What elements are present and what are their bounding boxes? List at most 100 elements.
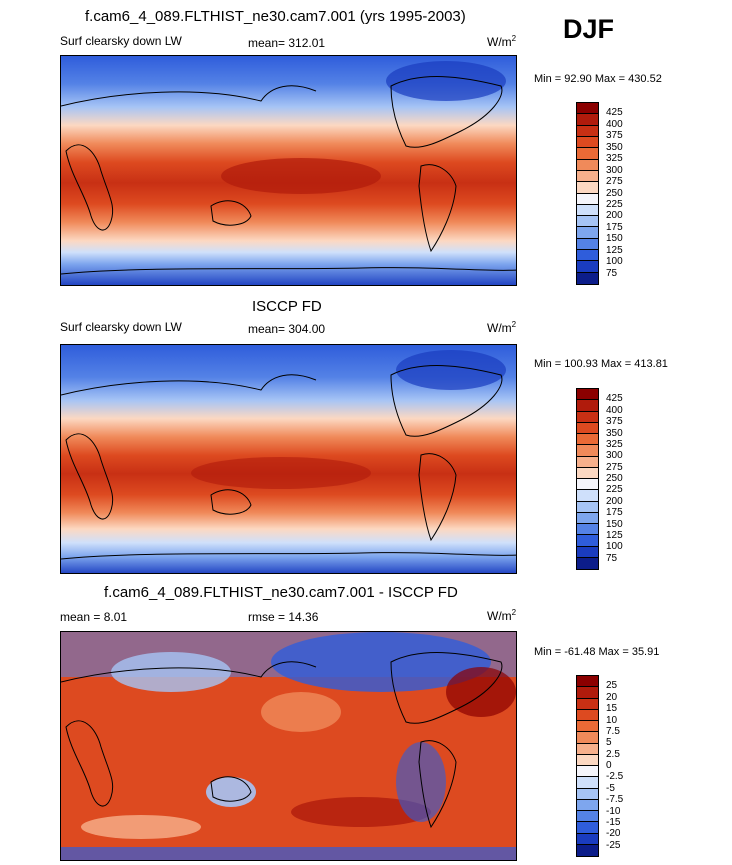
colorbar-tick-label: 300 — [606, 164, 623, 176]
colorbar-tick-label: 10 — [606, 714, 618, 726]
colorbar-swatch — [577, 159, 598, 171]
panel1-map — [60, 55, 517, 286]
colorbar-tick-label: -7.5 — [606, 794, 624, 806]
panel3-title: f.cam6_4_089.FLTHIST_ne30.cam7.001 - ISC… — [104, 584, 458, 601]
colorbar-tick-label: 375 — [606, 130, 623, 142]
colorbar-tick-label: 0 — [606, 760, 612, 771]
colorbar-swatch — [577, 216, 598, 228]
colorbar-tick-label: 225 — [606, 484, 623, 496]
colorbar-tick-label: -25 — [606, 839, 621, 851]
colorbar-tick-label: -2.5 — [606, 771, 624, 783]
colorbar-swatch — [577, 434, 598, 446]
colorbar-tick-label: 75 — [606, 552, 618, 564]
colorbar-swatch — [577, 833, 598, 845]
panel1-minmax: Min = 92.90 Max = 430.52 — [534, 73, 662, 85]
panel2-map-field — [61, 345, 516, 573]
colorbar-swatch — [577, 799, 598, 811]
colorbar-swatch — [577, 743, 598, 755]
colorbar-swatch — [577, 546, 598, 558]
colorbar-tick-label: 100 — [606, 541, 623, 553]
colorbar-tick-label: 275 — [606, 461, 623, 473]
colorbar-swatch — [577, 777, 598, 789]
panel1-mean-label: mean= 312.01 — [248, 36, 326, 50]
colorbar-swatch — [577, 204, 598, 217]
colorbar-swatch — [577, 698, 598, 710]
colorbar-tick-label: 375 — [606, 416, 623, 428]
colorbar-swatch — [577, 512, 598, 524]
colorbar-tick-label: 150 — [606, 233, 623, 245]
colorbar-tick-label: 325 — [606, 438, 623, 450]
colorbar-swatch — [577, 227, 598, 239]
colorbar-swatch — [577, 261, 598, 273]
colorbar-tick-label: 425 — [606, 393, 623, 405]
panel3-rmse-label: rmse = 14.36 — [248, 610, 319, 624]
colorbar-swatch — [577, 250, 598, 262]
colorbar-tick-label: 15 — [606, 703, 618, 715]
colorbar-tick-label: 350 — [606, 427, 623, 439]
colorbar-tick-label: 300 — [606, 450, 623, 462]
colorbar-tick-label: 275 — [606, 176, 623, 188]
colorbar-tick-label: -10 — [606, 805, 621, 817]
colorbar-swatch — [577, 479, 598, 491]
colorbar-tick-label: 175 — [606, 221, 623, 233]
colorbar-tick-label: -20 — [606, 828, 621, 840]
panel2-variable-label: Surf clearsky down LW — [60, 320, 182, 334]
colorbar-swatch — [577, 676, 598, 688]
colorbar-swatch — [577, 182, 598, 194]
colorbar-swatch — [577, 411, 598, 423]
panel3-minmax: Min = -61.48 Max = 35.91 — [534, 646, 660, 658]
panel2-mean-label: mean= 304.00 — [248, 322, 326, 336]
colorbar-swatch — [577, 721, 598, 733]
colorbar-tick-label: 5 — [606, 737, 612, 749]
colorbar-swatch — [577, 103, 598, 115]
panel2-map — [60, 344, 517, 574]
colorbar-tick-label: 100 — [606, 256, 623, 268]
colorbar-swatch — [577, 148, 598, 160]
colorbar-swatch — [577, 732, 598, 744]
panel2-title: ISCCP FD — [252, 298, 322, 315]
colorbar-swatch — [577, 687, 598, 699]
colorbar-swatch — [577, 400, 598, 412]
colorbar-swatch — [577, 501, 598, 513]
colorbar-tick-label: 25 — [606, 680, 618, 692]
colorbar-tick-label: 20 — [606, 691, 618, 703]
panel1-variable-label: Surf clearsky down LW — [60, 34, 182, 48]
panel1-colorbar — [576, 102, 599, 285]
colorbar-swatch — [577, 422, 598, 434]
colorbar-swatch — [577, 125, 598, 137]
colorbar-tick-label: 150 — [606, 518, 623, 530]
colorbar-tick-label: 250 — [606, 187, 623, 199]
colorbar-swatch — [577, 490, 598, 502]
colorbar-swatch — [577, 788, 598, 800]
colorbar-tick-label: 125 — [606, 244, 623, 256]
colorbar-swatch — [577, 272, 598, 284]
colorbar-tick-label: 400 — [606, 404, 623, 416]
colorbar-swatch — [577, 524, 598, 536]
panel2-units: W/m2 — [487, 320, 517, 335]
colorbar-swatch — [577, 766, 598, 778]
colorbar-swatch — [577, 557, 598, 569]
colorbar-tick-label: -15 — [606, 816, 621, 828]
colorbar-swatch — [577, 193, 598, 205]
colorbar-tick-label: 225 — [606, 198, 623, 210]
colorbar-tick-label: 350 — [606, 141, 623, 153]
colorbar-swatch — [577, 445, 598, 457]
panel1-units: W/m2 — [487, 34, 517, 49]
colorbar-tick-label: 125 — [606, 529, 623, 541]
colorbar-swatch — [577, 811, 598, 823]
colorbar-swatch — [577, 238, 598, 251]
colorbar-swatch — [577, 170, 598, 183]
colorbar-tick-label: 175 — [606, 507, 623, 519]
colorbar-tick-label: 250 — [606, 473, 623, 484]
panel3-mean-label: mean = 8.01 — [60, 610, 128, 624]
colorbar-tick-label: 200 — [606, 210, 623, 222]
colorbar-tick-label: 7.5 — [606, 725, 620, 737]
colorbar-tick-label: 2.5 — [606, 748, 620, 760]
colorbar-tick-label: 325 — [606, 153, 623, 165]
colorbar-tick-label: 200 — [606, 495, 623, 507]
panel1-map-field — [61, 56, 516, 285]
colorbar-tick-label: 425 — [606, 107, 623, 119]
colorbar-swatch — [577, 822, 598, 834]
colorbar-swatch — [577, 467, 598, 479]
colorbar-swatch — [577, 535, 598, 547]
